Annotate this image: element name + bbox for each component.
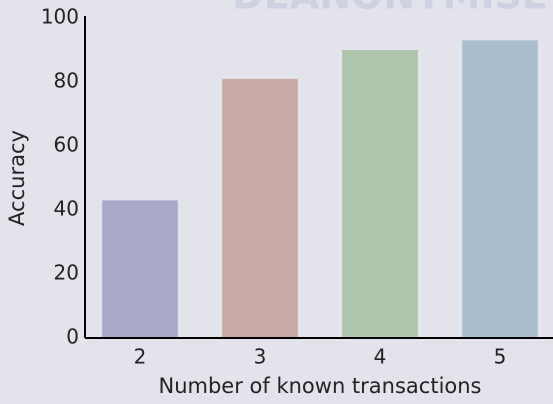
bar <box>462 40 538 339</box>
bar <box>222 78 298 339</box>
x-axis-label: Number of known transactions <box>159 374 482 398</box>
x-tick-label: 3 <box>254 345 267 369</box>
y-tick-label: 0 <box>66 325 79 349</box>
y-axis-label: Accuracy <box>5 130 29 226</box>
x-tick-label: 4 <box>374 345 387 369</box>
bar <box>342 50 418 338</box>
y-tick-label: 60 <box>54 133 79 157</box>
bar <box>102 200 178 338</box>
chart-title: DEANONYMISE <box>232 0 548 18</box>
x-tick-label: 5 <box>494 345 507 369</box>
y-tick-label: 80 <box>54 69 79 93</box>
y-tick-label: 100 <box>41 5 79 29</box>
y-tick-label: 40 <box>54 197 79 221</box>
x-tick-label: 2 <box>134 345 147 369</box>
y-tick-label: 20 <box>54 261 79 285</box>
